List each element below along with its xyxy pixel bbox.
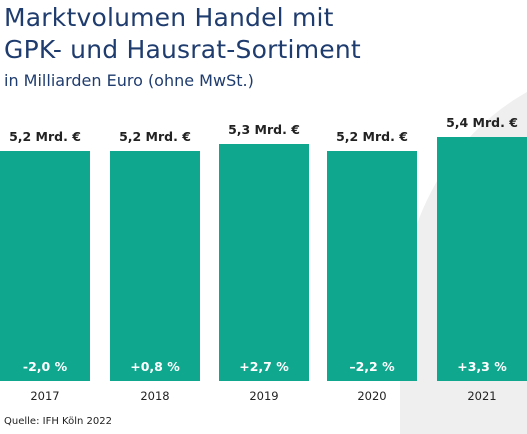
change-label-2021: +3,3 % [457,359,507,374]
change-label-2018: +0,8 % [130,359,180,374]
change-label-2017: -2,0 % [23,359,68,374]
x-tick-label-2021: 2021 [467,389,496,403]
value-label-2021: 5,4 Mrd. € [446,115,518,130]
x-tick-label-2019: 2019 [249,389,278,403]
bar-2019 [219,144,309,381]
x-tick-label-2020: 2020 [357,389,386,403]
chart-subtitle: in Milliarden Euro (ohne MwSt.) [4,71,254,90]
value-label-2017: 5,2 Mrd. € [9,129,81,144]
change-label-2020: –2,2 % [349,359,395,374]
bar-2020 [327,151,417,381]
x-tick-label-2018: 2018 [140,389,169,403]
value-label-2018: 5,2 Mrd. € [119,129,191,144]
x-tick-label-2017: 2017 [30,389,59,403]
value-label-2019: 5,3 Mrd. € [228,122,300,137]
bar-2017 [0,151,90,381]
bar-2018 [110,151,200,381]
bar-2021 [437,137,527,381]
source-note: Quelle: IFH Köln 2022 [4,416,112,427]
value-label-2020: 5,2 Mrd. € [336,129,408,144]
chart-title-line-2: GPK- und Hausrat-Sortiment [4,35,361,64]
chart-title: Marktvolumen Handel mit GPK- und Hausrat… [4,2,361,66]
change-label-2019: +2,7 % [239,359,289,374]
chart-title-line-1: Marktvolumen Handel mit [4,3,334,32]
